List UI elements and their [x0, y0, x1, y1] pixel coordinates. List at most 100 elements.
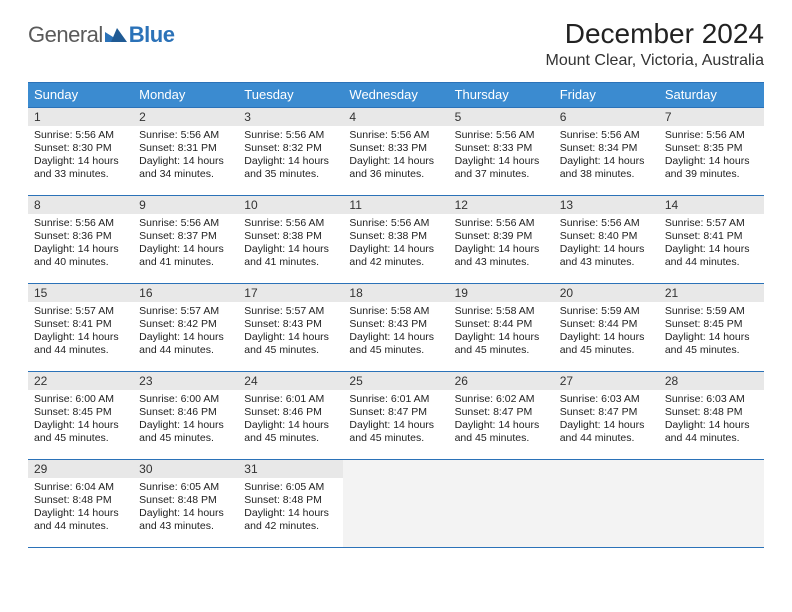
day-content: Sunrise: 5:59 AMSunset: 8:44 PMDaylight:… [554, 302, 659, 363]
day-content: Sunrise: 5:58 AMSunset: 8:44 PMDaylight:… [449, 302, 554, 363]
daylight-line: Daylight: 14 hours and 39 minutes. [665, 155, 758, 181]
daylight-line: Daylight: 14 hours and 44 minutes. [34, 507, 127, 533]
calendar-cell: 25Sunrise: 6:01 AMSunset: 8:47 PMDayligh… [343, 371, 448, 459]
sunrise-line: Sunrise: 5:59 AM [665, 305, 758, 318]
weekday-header: Friday [554, 83, 659, 107]
calendar-cell: 29Sunrise: 6:04 AMSunset: 8:48 PMDayligh… [28, 459, 133, 547]
calendar-cell: 15Sunrise: 5:57 AMSunset: 8:41 PMDayligh… [28, 283, 133, 371]
day-content: Sunrise: 6:01 AMSunset: 8:47 PMDaylight:… [343, 390, 448, 451]
calendar-cell: 16Sunrise: 5:57 AMSunset: 8:42 PMDayligh… [133, 283, 238, 371]
sunrise-line: Sunrise: 5:56 AM [139, 129, 232, 142]
day-content: Sunrise: 6:03 AMSunset: 8:47 PMDaylight:… [554, 390, 659, 451]
calendar-cell: 7Sunrise: 5:56 AMSunset: 8:35 PMDaylight… [659, 107, 764, 195]
daylight-line: Daylight: 14 hours and 45 minutes. [244, 331, 337, 357]
calendar-cell: 24Sunrise: 6:01 AMSunset: 8:46 PMDayligh… [238, 371, 343, 459]
day-content: Sunrise: 5:58 AMSunset: 8:43 PMDaylight:… [343, 302, 448, 363]
daylight-line: Daylight: 14 hours and 38 minutes. [560, 155, 653, 181]
sunrise-line: Sunrise: 5:59 AM [560, 305, 653, 318]
daylight-line: Daylight: 14 hours and 45 minutes. [244, 419, 337, 445]
day-number: 9 [133, 196, 238, 214]
sunrise-line: Sunrise: 6:01 AM [349, 393, 442, 406]
day-content: Sunrise: 5:57 AMSunset: 8:41 PMDaylight:… [659, 214, 764, 275]
sunset-line: Sunset: 8:48 PM [139, 494, 232, 507]
day-number: 2 [133, 108, 238, 126]
sunset-line: Sunset: 8:31 PM [139, 142, 232, 155]
daylight-line: Daylight: 14 hours and 44 minutes. [560, 419, 653, 445]
day-number: 15 [28, 284, 133, 302]
daylight-line: Daylight: 14 hours and 42 minutes. [244, 507, 337, 533]
sunrise-line: Sunrise: 5:56 AM [34, 217, 127, 230]
sunrise-line: Sunrise: 5:56 AM [244, 217, 337, 230]
page-title: December 2024 [546, 18, 764, 50]
day-number: 25 [343, 372, 448, 390]
day-content: Sunrise: 5:56 AMSunset: 8:34 PMDaylight:… [554, 126, 659, 187]
sunrise-line: Sunrise: 5:56 AM [560, 217, 653, 230]
sunset-line: Sunset: 8:44 PM [455, 318, 548, 331]
daylight-line: Daylight: 14 hours and 45 minutes. [34, 419, 127, 445]
logo-mark-icon [105, 26, 127, 44]
sunset-line: Sunset: 8:48 PM [665, 406, 758, 419]
logo-word-blue: Blue [129, 22, 175, 48]
calendar-cell: 12Sunrise: 5:56 AMSunset: 8:39 PMDayligh… [449, 195, 554, 283]
day-content: Sunrise: 5:56 AMSunset: 8:30 PMDaylight:… [28, 126, 133, 187]
calendar-cell: 19Sunrise: 5:58 AMSunset: 8:44 PMDayligh… [449, 283, 554, 371]
day-content: Sunrise: 5:57 AMSunset: 8:43 PMDaylight:… [238, 302, 343, 363]
daylight-line: Daylight: 14 hours and 45 minutes. [455, 419, 548, 445]
sunset-line: Sunset: 8:37 PM [139, 230, 232, 243]
sunrise-line: Sunrise: 5:56 AM [139, 217, 232, 230]
sunrise-line: Sunrise: 6:03 AM [560, 393, 653, 406]
day-content: Sunrise: 5:56 AMSunset: 8:33 PMDaylight:… [343, 126, 448, 187]
sunset-line: Sunset: 8:35 PM [665, 142, 758, 155]
calendar: SundayMondayTuesdayWednesdayThursdayFrid… [28, 82, 764, 548]
sunrise-line: Sunrise: 6:02 AM [455, 393, 548, 406]
daylight-line: Daylight: 14 hours and 41 minutes. [244, 243, 337, 269]
sunset-line: Sunset: 8:41 PM [34, 318, 127, 331]
day-number: 27 [554, 372, 659, 390]
sunset-line: Sunset: 8:48 PM [34, 494, 127, 507]
sunrise-line: Sunrise: 5:57 AM [665, 217, 758, 230]
daylight-line: Daylight: 14 hours and 43 minutes. [139, 507, 232, 533]
day-content: Sunrise: 5:59 AMSunset: 8:45 PMDaylight:… [659, 302, 764, 363]
sunrise-line: Sunrise: 6:00 AM [139, 393, 232, 406]
daylight-line: Daylight: 14 hours and 36 minutes. [349, 155, 442, 181]
calendar-header-row: SundayMondayTuesdayWednesdayThursdayFrid… [28, 83, 764, 107]
weekday-header: Saturday [659, 83, 764, 107]
day-number: 12 [449, 196, 554, 214]
calendar-cell: 20Sunrise: 5:59 AMSunset: 8:44 PMDayligh… [554, 283, 659, 371]
day-number: 14 [659, 196, 764, 214]
logo: General Blue [28, 22, 174, 48]
weekday-header: Wednesday [343, 83, 448, 107]
day-number: 26 [449, 372, 554, 390]
sunset-line: Sunset: 8:38 PM [244, 230, 337, 243]
calendar-cell: 1Sunrise: 5:56 AMSunset: 8:30 PMDaylight… [28, 107, 133, 195]
sunrise-line: Sunrise: 5:56 AM [665, 129, 758, 142]
sunrise-line: Sunrise: 6:04 AM [34, 481, 127, 494]
daylight-line: Daylight: 14 hours and 43 minutes. [560, 243, 653, 269]
day-number: 24 [238, 372, 343, 390]
calendar-cell: 30Sunrise: 6:05 AMSunset: 8:48 PMDayligh… [133, 459, 238, 547]
day-content: Sunrise: 6:05 AMSunset: 8:48 PMDaylight:… [238, 478, 343, 539]
day-number: 18 [343, 284, 448, 302]
day-number: 30 [133, 460, 238, 478]
daylight-line: Daylight: 14 hours and 42 minutes. [349, 243, 442, 269]
calendar-cell: 21Sunrise: 5:59 AMSunset: 8:45 PMDayligh… [659, 283, 764, 371]
sunrise-line: Sunrise: 5:57 AM [139, 305, 232, 318]
weekday-header: Monday [133, 83, 238, 107]
day-content: Sunrise: 5:57 AMSunset: 8:42 PMDaylight:… [133, 302, 238, 363]
day-content: Sunrise: 5:56 AMSunset: 8:37 PMDaylight:… [133, 214, 238, 275]
sunset-line: Sunset: 8:47 PM [560, 406, 653, 419]
sunset-line: Sunset: 8:45 PM [34, 406, 127, 419]
daylight-line: Daylight: 14 hours and 33 minutes. [34, 155, 127, 181]
day-content: Sunrise: 5:56 AMSunset: 8:39 PMDaylight:… [449, 214, 554, 275]
daylight-line: Daylight: 14 hours and 45 minutes. [665, 331, 758, 357]
day-number: 4 [343, 108, 448, 126]
day-number: 1 [28, 108, 133, 126]
sunrise-line: Sunrise: 5:57 AM [244, 305, 337, 318]
sunset-line: Sunset: 8:44 PM [560, 318, 653, 331]
sunrise-line: Sunrise: 5:56 AM [455, 217, 548, 230]
sunset-line: Sunset: 8:30 PM [34, 142, 127, 155]
day-content: Sunrise: 5:56 AMSunset: 8:40 PMDaylight:… [554, 214, 659, 275]
sunset-line: Sunset: 8:41 PM [665, 230, 758, 243]
day-number: 5 [449, 108, 554, 126]
sunset-line: Sunset: 8:46 PM [244, 406, 337, 419]
